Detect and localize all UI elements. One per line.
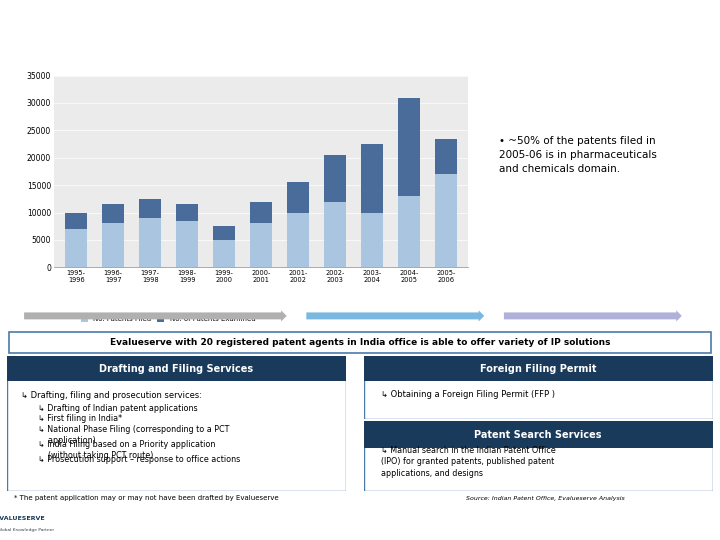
Bar	[397, 98, 420, 196]
Bar	[361, 213, 383, 267]
Text: Foreign Filing Permit: Foreign Filing Permit	[480, 364, 596, 374]
Text: © Evalueserve, 2006. All Rights Reserved - Privileged and Confidential: © Evalueserve, 2006. All Rights Reserved…	[249, 528, 471, 533]
Legend: No. Patents Filed, No. of Patents Examined: No. Patents Filed, No. of Patents Examin…	[78, 314, 258, 325]
Bar	[250, 224, 272, 267]
Bar	[324, 155, 346, 201]
Bar	[7, 356, 346, 381]
Bar	[435, 174, 457, 267]
Text: EVALUESERVE: EVALUESERVE	[0, 516, 45, 521]
Bar	[287, 213, 309, 267]
Text: ↳ Manual search in the Indian Patent Office
(IPO) for granted patents, published: ↳ Manual search in the Indian Patent Off…	[381, 447, 556, 477]
Text: Slide 20: Slide 20	[663, 512, 691, 518]
Text: ↳ India Filing based on a Priority application
    (without taking PCT route): ↳ India Filing based on a Priority appli…	[37, 440, 215, 460]
Bar	[176, 204, 198, 221]
Text: Source: Indian Patent Office, Evalueserve Analysis: Source: Indian Patent Office, Evalueserv…	[466, 496, 624, 501]
Text: ↳ Obtaining a Foreign Filing Permit (FFP ): ↳ Obtaining a Foreign Filing Permit (FFP…	[381, 390, 555, 400]
Text: ↳ National Phase Filing (corresponding to a PCT
    application): ↳ National Phase Filing (corresponding t…	[37, 426, 229, 446]
Bar	[102, 204, 125, 224]
Bar	[397, 196, 420, 267]
Text: Evalueserve with 20 registered patent agents in India office is able to offer va: Evalueserve with 20 registered patent ag…	[109, 338, 611, 347]
Bar	[65, 213, 87, 229]
Bar	[139, 218, 161, 267]
Text: ↳ Prosecution support – response to office actions: ↳ Prosecution support – response to offi…	[37, 455, 240, 464]
Text: ↳ Drafting of Indian patent applications: ↳ Drafting of Indian patent applications	[37, 404, 197, 413]
Circle shape	[0, 515, 179, 530]
Text: ↳ First filing in India*: ↳ First filing in India*	[37, 415, 122, 423]
Bar	[324, 201, 346, 267]
Bar	[213, 240, 235, 267]
Text: Patent Search Services: Patent Search Services	[474, 429, 602, 440]
Text: * The patent application may or may not have been drafted by Evalueserve: * The patent application may or may not …	[14, 495, 279, 502]
Text: • ~50% of the patents filed in
2005-06 is in pharmaceuticals
and chemicals domai: • ~50% of the patents filed in 2005-06 i…	[499, 136, 657, 174]
Bar	[102, 224, 125, 267]
Text: Drafting and Filing Services: Drafting and Filing Services	[99, 363, 253, 374]
Bar	[287, 183, 309, 213]
Bar	[213, 226, 235, 240]
Text: Number of Patent Applications Have Grown At A Rapid Rate: Number of Patent Applications Have Grown…	[81, 62, 401, 70]
Bar	[364, 421, 713, 448]
Bar	[361, 144, 383, 213]
Bar	[364, 356, 713, 381]
Text: Forty percent increase in total patent filings in India: Forty percent increase in total patent f…	[9, 22, 564, 40]
Bar	[65, 229, 87, 267]
Bar	[435, 139, 457, 174]
Text: ↳ Drafting, filing and prosecution services:: ↳ Drafting, filing and prosecution servi…	[21, 392, 202, 401]
Bar	[250, 201, 272, 224]
Bar	[176, 221, 198, 267]
Bar	[139, 199, 161, 218]
Text: Your Global Knowledge Partner: Your Global Knowledge Partner	[0, 528, 54, 532]
